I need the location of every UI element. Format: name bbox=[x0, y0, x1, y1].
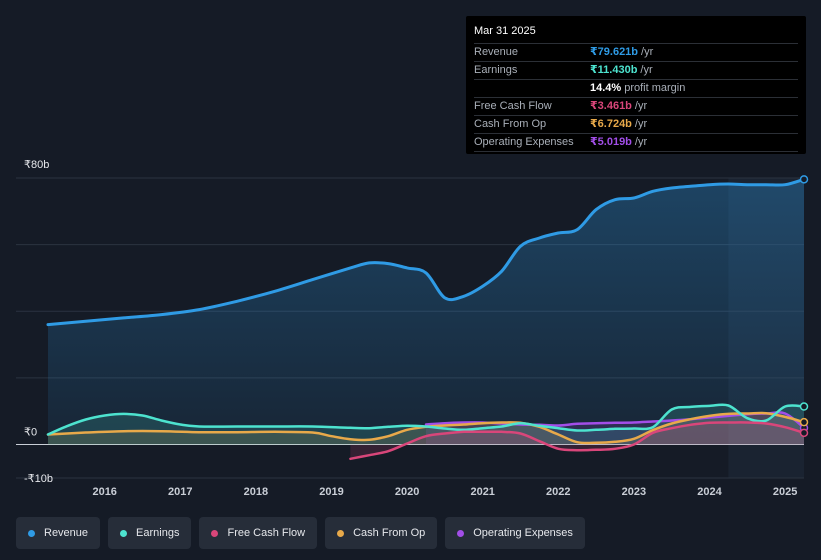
tooltip-row-label: Revenue bbox=[474, 46, 519, 58]
legend-dot-icon bbox=[120, 529, 128, 537]
legend-item-cash-from-op[interactable]: Cash From Op bbox=[325, 517, 438, 549]
tooltip-row-label: Earnings bbox=[474, 64, 518, 76]
y-tick-label: ₹80b bbox=[24, 159, 49, 171]
legend-label: Operating Expenses bbox=[473, 527, 573, 539]
legend-dot-icon bbox=[28, 529, 35, 537]
data-tooltip: Mar 31 2025 Revenue ₹79.621b/yr Earnings ₹1… bbox=[466, 16, 806, 154]
tooltip-row-value: ₹11.430b bbox=[590, 64, 638, 76]
cash-from-op-line bbox=[46, 411, 806, 445]
legend-dot-icon bbox=[457, 529, 465, 537]
tooltip-row-unit: /yr bbox=[641, 46, 654, 58]
legend-label: Revenue bbox=[44, 527, 89, 539]
tooltip-row: Earnings ₹11.430b/yr bbox=[474, 62, 798, 80]
tooltip-row-unit: /yr bbox=[634, 136, 648, 148]
free-cash-flow-area bbox=[350, 422, 804, 459]
tooltip-row-value: ₹79.621b bbox=[590, 46, 639, 58]
x-tick-label: 2017 bbox=[168, 486, 192, 498]
legend: Revenue Earnings Free Cash Flow Cash From O… bbox=[16, 517, 585, 549]
free-cash-flow-end-marker bbox=[799, 428, 809, 438]
tooltip-row-label: Free Cash Flow bbox=[474, 100, 552, 112]
x-tick-label: 2024 bbox=[697, 486, 722, 498]
tooltip-row-unit: profit margin bbox=[624, 82, 686, 94]
tooltip-row-label: Operating Expenses bbox=[474, 136, 574, 148]
tooltip-row-label bbox=[474, 80, 590, 97]
x-tick-label: 2019 bbox=[319, 486, 343, 498]
legend-label: Free Cash Flow bbox=[227, 527, 306, 539]
earnings-end-marker bbox=[799, 402, 809, 411]
tooltip-row-unit: /yr bbox=[634, 118, 648, 130]
x-tick-label: 2022 bbox=[546, 486, 570, 498]
tooltip-date: Mar 31 2025 bbox=[474, 24, 798, 44]
tooltip-row: Cash From Op ₹6.724b/yr bbox=[474, 116, 798, 134]
x-tick-label: 2018 bbox=[244, 486, 268, 498]
x-tick-label: 2020 bbox=[395, 486, 419, 498]
tooltip-row-value: ₹5.019b bbox=[590, 136, 632, 148]
y-tick-label: -₹10b bbox=[24, 473, 53, 485]
legend-item-revenue[interactable]: Revenue bbox=[16, 517, 101, 549]
cash-from-op-end-marker bbox=[799, 417, 809, 427]
tooltip-row-unit: /yr bbox=[634, 100, 648, 112]
legend-item-earnings[interactable]: Earnings bbox=[108, 517, 192, 549]
legend-dot-icon bbox=[211, 529, 219, 537]
earnings-line bbox=[46, 403, 806, 436]
x-tick-label: 2023 bbox=[622, 486, 646, 498]
x-tick-label: 2016 bbox=[92, 486, 116, 498]
legend-item-operating-expenses[interactable]: Operating Expenses bbox=[445, 517, 585, 549]
tooltip-row-value: ₹3.461b bbox=[590, 100, 632, 112]
revenue-line bbox=[46, 177, 806, 327]
cash-from-op-area bbox=[48, 412, 804, 445]
tooltip-row: 14.4% profit margin bbox=[474, 80, 798, 98]
earnings-area bbox=[48, 404, 804, 445]
x-tick-label: 2025 bbox=[773, 486, 797, 498]
tooltip-row: Operating Expenses ₹5.019b/yr bbox=[474, 134, 798, 152]
legend-label: Cash From Op bbox=[353, 527, 426, 539]
legend-label: Earnings bbox=[136, 527, 180, 539]
tooltip-row-label: Cash From Op bbox=[474, 118, 547, 130]
legend-dot-icon bbox=[337, 529, 345, 537]
free-cash-flow-line bbox=[349, 421, 806, 461]
tooltip-row-value: 14.4% bbox=[590, 82, 622, 94]
tooltip-row-unit: /yr bbox=[640, 64, 653, 76]
revenue-end-marker bbox=[799, 175, 809, 184]
tooltip-row: Free Cash Flow ₹3.461b/yr bbox=[474, 98, 798, 116]
tooltip-row-value: ₹6.724b bbox=[590, 118, 632, 130]
y-tick-label: ₹0 bbox=[24, 427, 37, 439]
x-tick-label: 2021 bbox=[470, 486, 494, 498]
legend-item-free-cash-flow[interactable]: Free Cash Flow bbox=[199, 517, 318, 549]
revenue-area bbox=[48, 179, 804, 445]
tooltip-row: Revenue ₹79.621b/yr bbox=[474, 44, 798, 62]
